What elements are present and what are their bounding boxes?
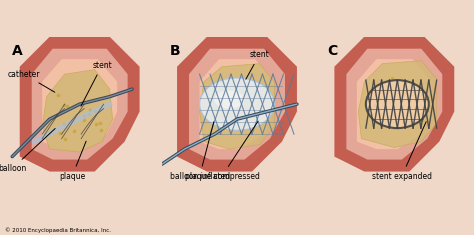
- Point: [376, 97, 384, 101]
- Point: [255, 110, 262, 114]
- Point: [70, 129, 78, 133]
- Text: © 2010 Encyclopaedia Britannica, Inc.: © 2010 Encyclopaedia Britannica, Inc.: [5, 227, 111, 233]
- Text: balloon: balloon: [0, 129, 55, 173]
- Point: [212, 115, 219, 118]
- Point: [400, 120, 407, 124]
- Text: B: B: [170, 44, 180, 58]
- Polygon shape: [334, 37, 454, 172]
- Point: [60, 122, 68, 126]
- Polygon shape: [346, 49, 442, 160]
- Text: plaque compressed: plaque compressed: [184, 121, 259, 180]
- Point: [80, 114, 88, 118]
- Point: [238, 96, 246, 99]
- Text: A: A: [12, 44, 23, 58]
- Point: [228, 82, 235, 86]
- Point: [60, 103, 68, 107]
- Point: [400, 91, 407, 95]
- Point: [62, 137, 69, 141]
- Polygon shape: [200, 59, 274, 149]
- Point: [218, 101, 225, 105]
- Polygon shape: [358, 61, 436, 148]
- Point: [405, 123, 413, 127]
- Point: [96, 121, 104, 125]
- Point: [419, 108, 427, 111]
- Point: [237, 121, 245, 125]
- Text: catheter: catheter: [8, 70, 55, 92]
- Point: [369, 113, 377, 116]
- Point: [388, 76, 395, 80]
- Polygon shape: [42, 70, 113, 152]
- Polygon shape: [357, 59, 432, 149]
- Point: [371, 103, 379, 107]
- Polygon shape: [32, 49, 128, 160]
- Point: [413, 113, 421, 116]
- Polygon shape: [189, 49, 285, 160]
- Point: [55, 93, 62, 96]
- Point: [86, 108, 94, 112]
- Point: [56, 131, 64, 135]
- Point: [418, 118, 426, 122]
- Text: C: C: [327, 44, 337, 58]
- Point: [244, 121, 251, 125]
- Text: stent: stent: [81, 61, 112, 106]
- Point: [243, 124, 250, 128]
- Point: [91, 109, 99, 113]
- Polygon shape: [200, 64, 274, 149]
- Point: [218, 114, 225, 118]
- Point: [81, 118, 88, 121]
- Text: stent expanded: stent expanded: [372, 122, 432, 180]
- Ellipse shape: [200, 78, 274, 130]
- Text: plaque: plaque: [59, 141, 86, 180]
- Polygon shape: [42, 59, 117, 149]
- Point: [97, 128, 105, 132]
- Polygon shape: [20, 37, 140, 172]
- Point: [250, 115, 257, 118]
- Point: [376, 112, 384, 115]
- Text: balloon inflated: balloon inflated: [170, 122, 230, 180]
- Point: [213, 106, 221, 110]
- Point: [254, 119, 261, 123]
- Text: stent: stent: [246, 50, 269, 79]
- Point: [407, 120, 414, 124]
- Polygon shape: [177, 37, 297, 172]
- Ellipse shape: [215, 91, 245, 109]
- Ellipse shape: [366, 80, 429, 128]
- Point: [85, 112, 93, 116]
- Point: [63, 104, 71, 108]
- Point: [92, 122, 100, 126]
